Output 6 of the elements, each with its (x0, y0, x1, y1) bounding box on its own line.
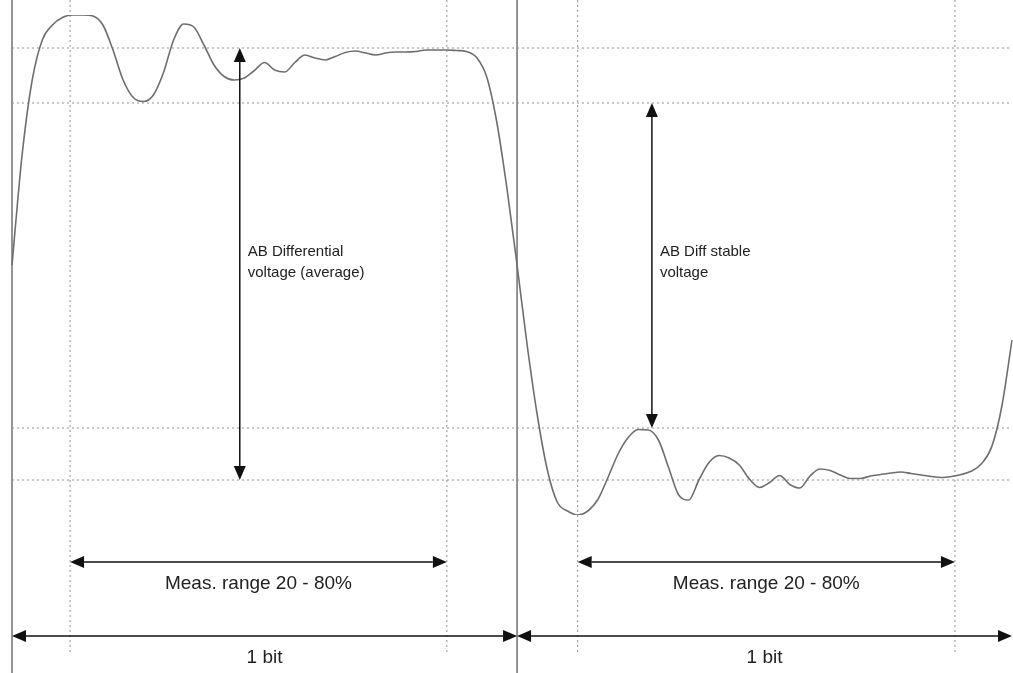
text: 1 bit (746, 646, 783, 668)
text: Meas. range 20 - 80% (164, 572, 352, 594)
annotation: AB Diff stable voltage (659, 241, 752, 282)
annotation: AB Differential voltage (average) (247, 241, 366, 282)
text: Meas. range 20 - 80% (672, 572, 860, 594)
text: 1 bit (246, 646, 283, 668)
